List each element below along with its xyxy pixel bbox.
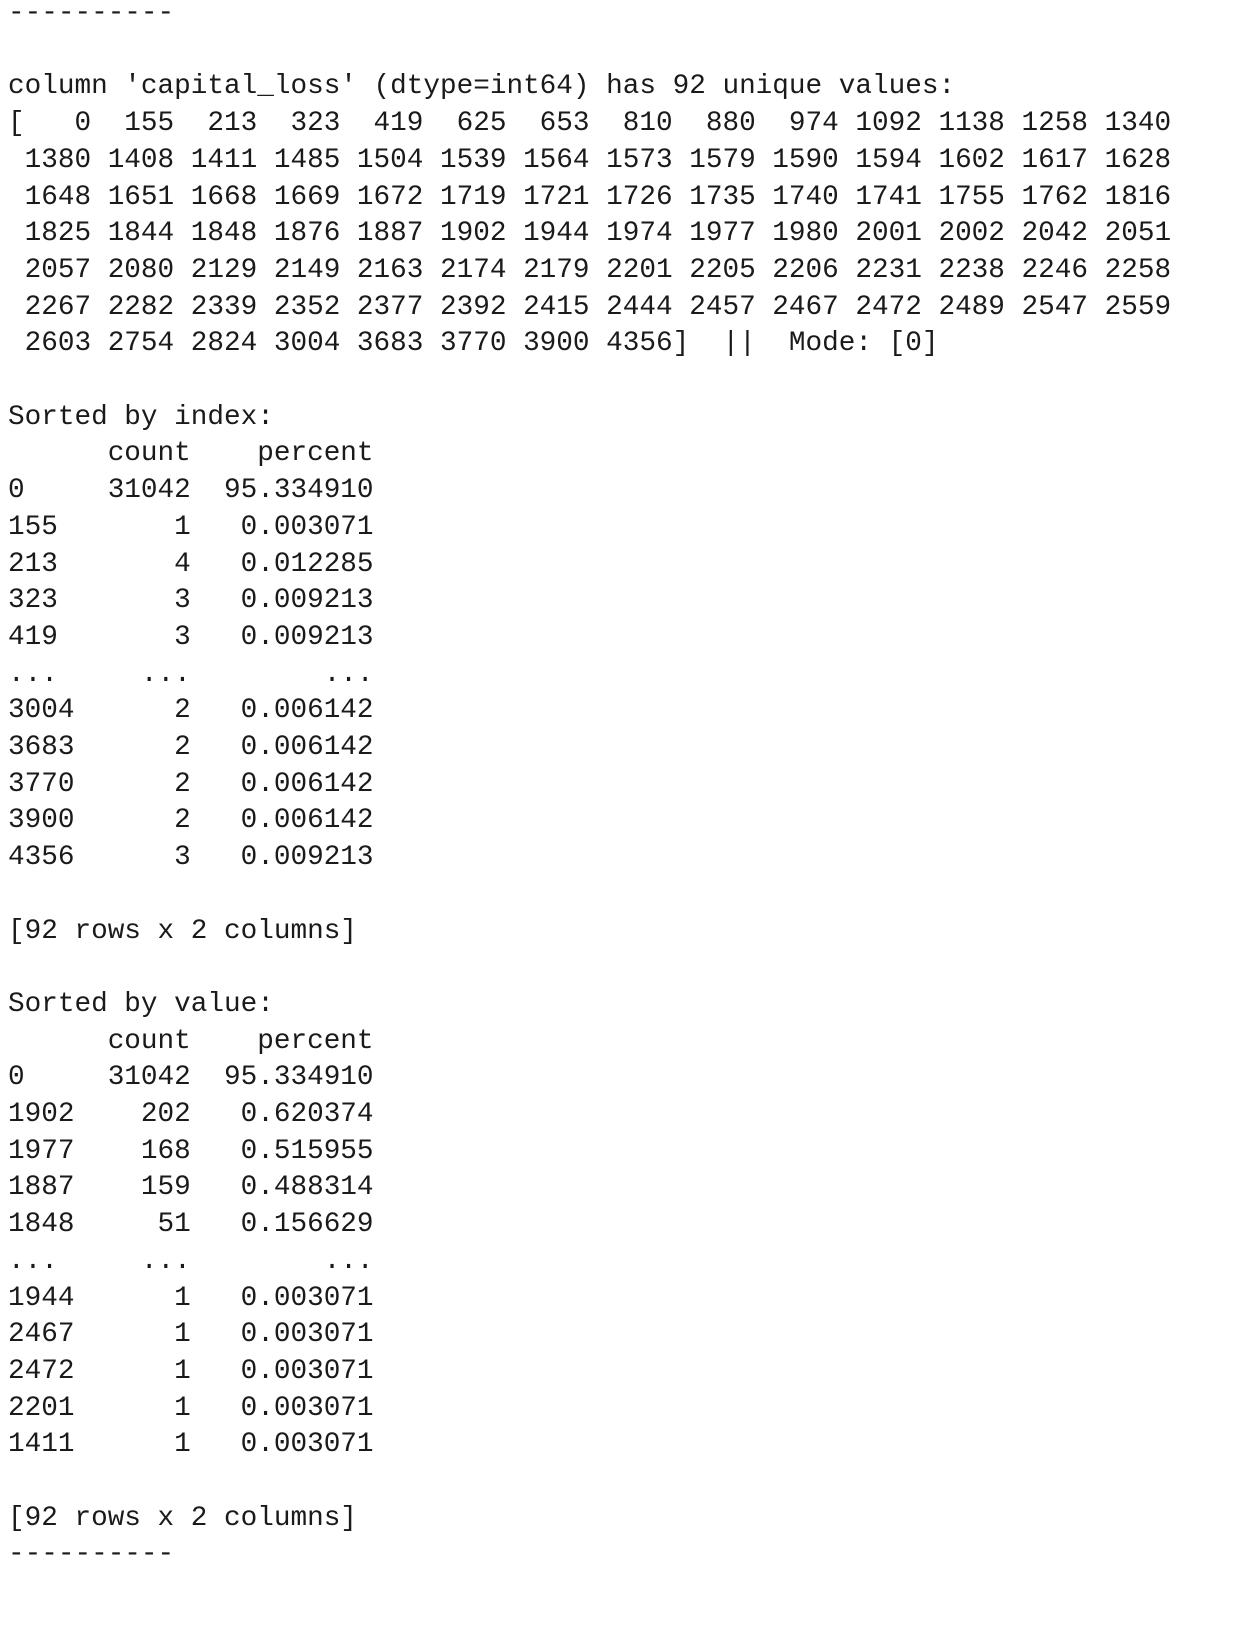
output-line: [92 rows x 2 columns] [8,1502,357,1534]
output-line: 0 31042 95.334910 [8,1062,374,1094]
output-line: 2057 2080 2129 2149 2163 2174 2179 2201 … [8,254,1172,286]
output-line: 3770 2 0.006142 [8,768,374,800]
output-line: column 'capital_loss' (dtype=int64) has … [8,71,956,103]
output-line: ---------- [8,1539,175,1571]
output-line: Sorted by value: [8,988,274,1020]
output-line: count percent [8,1025,374,1057]
output-line: ---------- [8,0,175,29]
output-line: 1411 1 0.003071 [8,1429,374,1461]
output-line: count percent [8,438,374,470]
output-line: 2603 2754 2824 3004 3683 3770 3900 4356]… [8,328,939,360]
output-line: 1825 1844 1848 1876 1887 1902 1944 1974 … [8,218,1172,250]
output-line: [ 0 155 213 323 419 625 653 810 880 974 … [8,108,1172,140]
output-line: 213 4 0.012285 [8,548,374,580]
output-line: 1887 159 0.488314 [8,1172,374,1204]
output-line: 0 31042 95.334910 [8,475,374,507]
output-line: Sorted by index: [8,401,274,433]
output-line: ... ... ... [8,1245,374,1277]
output-line: 1902 202 0.620374 [8,1099,374,1130]
output-line: 1648 1651 1668 1669 1672 1719 1721 1726 … [8,181,1172,213]
output-line: 1380 1408 1411 1485 1504 1539 1564 1573 … [8,144,1172,176]
output-line: 2472 1 0.003071 [8,1355,374,1387]
output-line: 155 1 0.003071 [8,511,374,543]
output-line: 3683 2 0.006142 [8,732,374,763]
output-line: 1977 168 0.515955 [8,1135,374,1167]
output-line: 3004 2 0.006142 [8,695,374,727]
output-line: 1848 51 0.156629 [8,1209,374,1241]
output-line: 323 3 0.009213 [8,585,374,617]
output-line: 3900 2 0.006142 [8,805,374,837]
output-line: 4356 3 0.009213 [8,842,374,874]
output-line: 2467 1 0.003071 [8,1319,374,1351]
output-line: 1944 1 0.003071 [8,1282,374,1314]
output-line: ... ... ... [8,658,374,690]
output-line: 2201 1 0.003071 [8,1392,374,1424]
output-line: [92 rows x 2 columns] [8,915,357,947]
output-line: 2267 2282 2339 2352 2377 2392 2415 2444 … [8,291,1172,323]
output-line: 419 3 0.009213 [8,621,374,653]
